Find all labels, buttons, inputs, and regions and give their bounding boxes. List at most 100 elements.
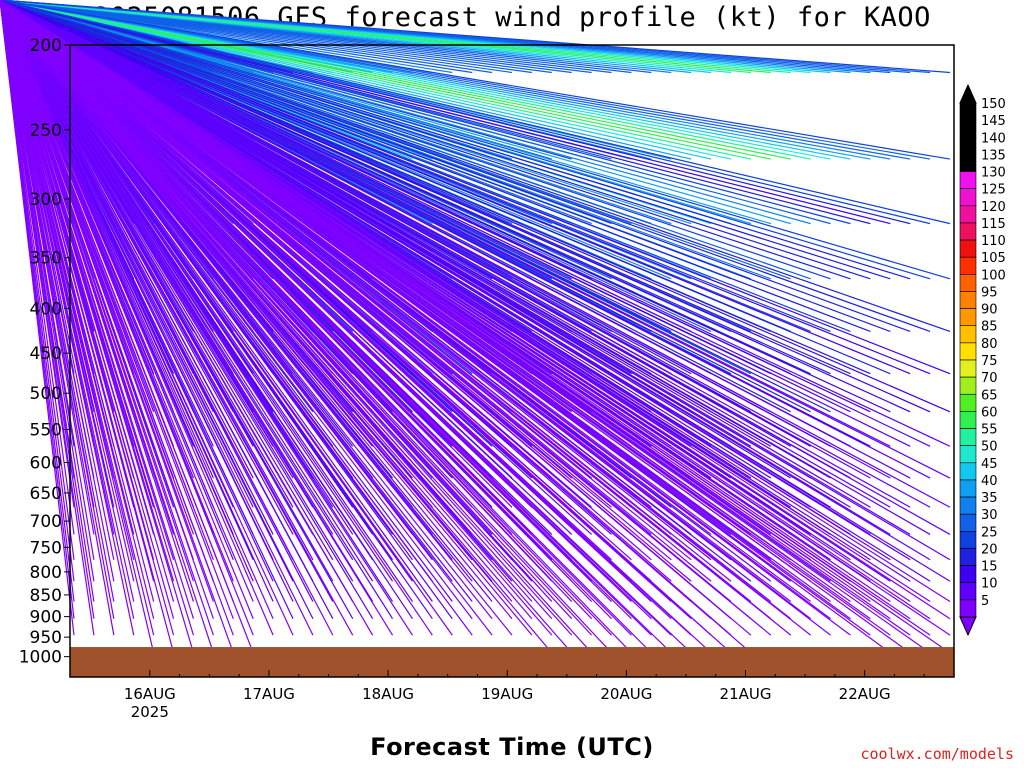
wind-barb bbox=[0, 0, 931, 479]
barb-shaft bbox=[0, 0, 931, 280]
barb-shaft bbox=[0, 0, 155, 602]
barb-shaft bbox=[0, 0, 95, 636]
wind-barb bbox=[0, 0, 175, 619]
colorbar-label: 115 bbox=[981, 217, 1006, 232]
barb-shaft bbox=[0, 0, 831, 225]
wind-barb bbox=[0, 0, 632, 654]
colorbar-label: 40 bbox=[981, 474, 998, 489]
wind-barb bbox=[0, 0, 891, 375]
barb-shaft bbox=[0, 0, 931, 225]
wind-barb bbox=[0, 0, 911, 413]
x-tick-label: 19AUG bbox=[481, 685, 533, 703]
colorbar-label: 35 bbox=[981, 491, 998, 506]
y-tick-label: 550 bbox=[30, 420, 62, 440]
barb-shaft bbox=[0, 0, 234, 619]
colorbar-label: 120 bbox=[981, 200, 1006, 215]
barb-shaft bbox=[0, 0, 891, 508]
barb-shaft bbox=[0, 0, 911, 479]
colorbar-swatch bbox=[959, 325, 977, 344]
colorbar-label: 105 bbox=[981, 251, 1006, 266]
x-tick-label: 16AUG bbox=[124, 685, 176, 703]
barb-shaft bbox=[0, 0, 931, 535]
barb-shaft bbox=[0, 0, 891, 654]
colorbar: 1501451401351301251201151101051009590858… bbox=[959, 83, 1006, 637]
wind-barb bbox=[0, 0, 911, 280]
colorbar-label: 75 bbox=[981, 354, 998, 369]
colorbar-label: 45 bbox=[981, 457, 998, 472]
x-tick-label: 22AUG bbox=[839, 685, 891, 703]
barb-shaft bbox=[0, 0, 811, 280]
colorbar-swatch bbox=[959, 565, 977, 584]
wind-barb bbox=[0, 0, 652, 654]
y-tick-label: 1000 bbox=[19, 648, 62, 668]
wind-barb bbox=[0, 0, 334, 620]
wind-barb bbox=[0, 0, 433, 620]
barb-shaft bbox=[0, 0, 533, 636]
wind-barb bbox=[0, 0, 831, 280]
wind-barb bbox=[0, 0, 274, 602]
barb-shaft bbox=[0, 0, 951, 561]
wind-barb bbox=[0, 0, 951, 603]
colorbar-swatch bbox=[959, 342, 977, 361]
barb-shaft bbox=[0, 0, 811, 160]
colorbar-swatch bbox=[959, 205, 977, 224]
colorbar-swatch bbox=[959, 462, 977, 481]
barb-shaft bbox=[0, 0, 254, 636]
wind-barb bbox=[0, 0, 593, 654]
wind-barb bbox=[0, 0, 612, 654]
wind-barb bbox=[0, 0, 911, 479]
wind-barb bbox=[0, 0, 911, 508]
colorbar-label: 100 bbox=[981, 268, 1006, 283]
barb-shaft bbox=[0, 0, 911, 508]
barb-shaft bbox=[0, 0, 413, 636]
wind-barb bbox=[0, 0, 951, 447]
barb-shaft bbox=[0, 0, 354, 620]
wind-barb bbox=[0, 0, 394, 636]
wind-barb bbox=[0, 0, 214, 619]
wind-barb bbox=[0, 0, 792, 636]
wind-barb bbox=[0, 0, 911, 654]
wind-barb bbox=[0, 0, 672, 654]
wind-barb bbox=[0, 0, 752, 636]
barb-shaft bbox=[0, 0, 314, 636]
barb-shaft bbox=[0, 0, 831, 280]
barb-shaft bbox=[0, 0, 931, 561]
colorbar-swatch bbox=[959, 411, 977, 429]
colorbar-swatch bbox=[959, 445, 977, 464]
barb-shaft bbox=[0, 0, 951, 535]
colorbar-label: 80 bbox=[981, 337, 998, 352]
wind-barb bbox=[0, 0, 453, 620]
barb-shaft bbox=[0, 0, 493, 602]
barb-shaft bbox=[0, 0, 195, 654]
wind-barb bbox=[0, 0, 314, 619]
y-tick-label: 750 bbox=[30, 538, 62, 558]
wind-barb bbox=[0, 0, 811, 160]
colorbar-label: 95 bbox=[981, 285, 998, 300]
wind-barb bbox=[0, 0, 851, 280]
barb-shaft bbox=[0, 0, 234, 636]
colorbar-max-arrow bbox=[959, 83, 977, 104]
colorbar-label: 15 bbox=[981, 560, 998, 575]
barb-shaft bbox=[0, 0, 135, 602]
wind-barb bbox=[0, 0, 234, 636]
x-tick-label: 20AUG bbox=[600, 685, 652, 703]
barb-shaft bbox=[0, 0, 394, 620]
wind-barb bbox=[0, 0, 831, 160]
barb-shaft bbox=[0, 0, 672, 561]
colorbar-swatch bbox=[959, 393, 977, 412]
barb-shaft bbox=[0, 0, 573, 654]
wind-barb bbox=[0, 0, 433, 636]
wind-barb bbox=[0, 0, 573, 535]
barb-shaft bbox=[0, 0, 911, 654]
y-tick-label: 950 bbox=[30, 628, 62, 648]
colorbar-label: 140 bbox=[981, 131, 1006, 146]
barb-shaft bbox=[0, 0, 155, 619]
wind-barb bbox=[0, 0, 513, 636]
wind-barb bbox=[0, 0, 931, 280]
wind-barb bbox=[0, 0, 175, 653]
barb-shaft bbox=[0, 0, 672, 654]
barb-shaft bbox=[0, 0, 175, 636]
wind-barb bbox=[0, 0, 533, 636]
footer-credit[interactable]: coolwx.com/models bbox=[860, 745, 1014, 763]
barb-shaft bbox=[0, 0, 473, 602]
